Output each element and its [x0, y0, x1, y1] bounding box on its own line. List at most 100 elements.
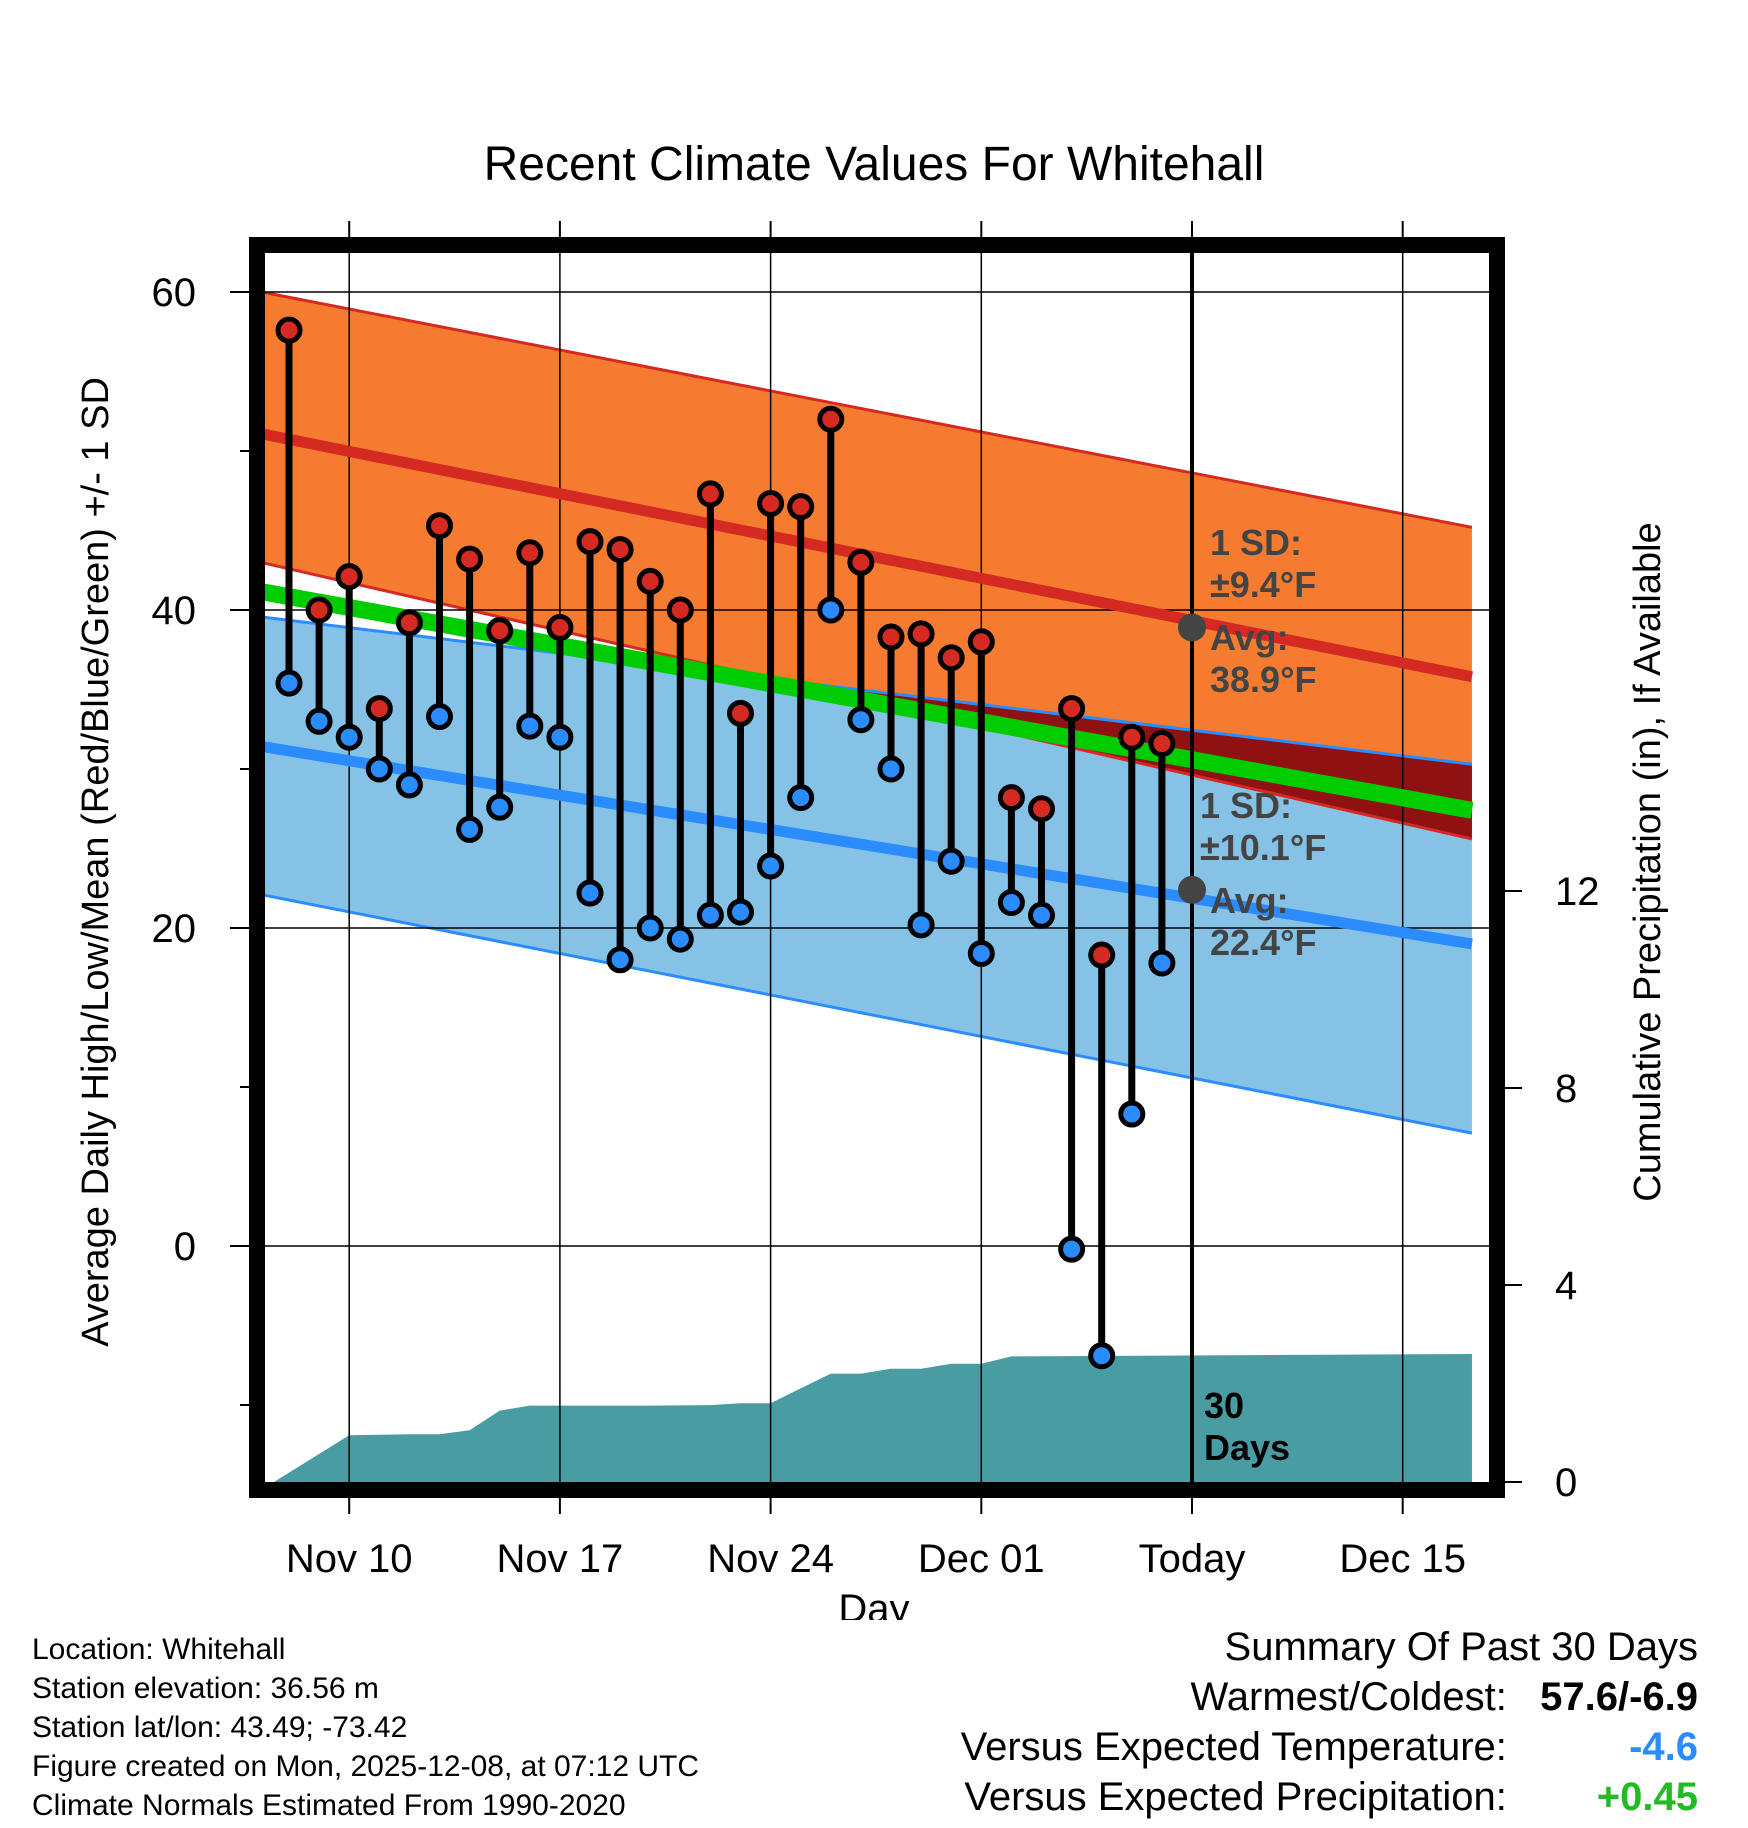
daily-low-point	[636, 914, 664, 942]
low-lower-line	[257, 892, 1473, 1135]
daily-high-point	[456, 545, 484, 573]
plot-content	[257, 245, 1497, 1490]
daily-high-point	[877, 623, 905, 651]
y-axis-label: Average Daily High/Low/Mean (Red/Blue/Gr…	[75, 377, 117, 1347]
daily-high-point	[335, 563, 363, 591]
low-sd-value: ±10.1°F	[1200, 827, 1326, 868]
daily-high-point	[305, 596, 333, 624]
high-upper-line	[257, 289, 1473, 529]
daily-low-point	[1148, 949, 1176, 977]
daily-high-point	[817, 405, 845, 433]
y-tick-label: 20	[152, 907, 197, 951]
daily-high-point	[606, 536, 634, 564]
daily-high-point	[997, 784, 1025, 812]
created-text: Figure created on Mon, 2025-12-08, at 07…	[32, 1750, 700, 1783]
daily-low-point	[486, 793, 514, 821]
daily-high-point	[787, 493, 815, 521]
low-sd-label: 1 SD:	[1200, 785, 1292, 826]
x-tick-label: Today	[1139, 1537, 1246, 1581]
x-tick-label: Dec 01	[918, 1537, 1045, 1581]
temp-anomaly-value: -4.6	[1629, 1725, 1698, 1769]
period-number: 30	[1204, 1385, 1244, 1426]
y2-tick-label: 4	[1555, 1264, 1577, 1308]
daily-high-point	[546, 613, 574, 641]
period-unit: Days	[1204, 1427, 1290, 1468]
precip-area	[257, 1353, 1472, 1490]
daily-high-point	[937, 644, 965, 672]
daily-low-point	[426, 703, 453, 731]
daily-low-point	[666, 925, 694, 953]
x-tick-label: Nov 17	[497, 1537, 624, 1581]
precip-anomaly-label: Versus Expected Precipitation:	[964, 1775, 1507, 1819]
daily-high-point	[426, 512, 453, 540]
high-avg-line	[257, 427, 1474, 683]
warmest-coldest-label: Warmest/Coldest:	[1190, 1675, 1507, 1719]
y-tick-label: 0	[174, 1225, 196, 1269]
daily-high-point	[1088, 941, 1116, 969]
daily-low-point	[1088, 1342, 1116, 1370]
daily-low-point	[275, 669, 303, 697]
station-info: Location: Whitehall Station elevation: 3…	[32, 1630, 699, 1825]
daily-low-point	[1118, 1100, 1146, 1128]
daily-low-point	[907, 911, 935, 939]
daily-high-point	[666, 596, 694, 624]
y-tick-label: 60	[152, 271, 197, 315]
today-high-avg-dot	[1178, 613, 1206, 642]
warmest-coldest-value: 57.6/-6.9	[1540, 1675, 1698, 1719]
climate-chart: Recent Climate Values For Whitehall 1 SD…	[75, 138, 1669, 1620]
daily-low-point	[696, 901, 724, 929]
daily-low-point	[817, 596, 845, 624]
y-tick-label: 40	[152, 589, 197, 633]
daily-high-point	[275, 316, 303, 344]
daily-high-point	[757, 489, 785, 517]
daily-high-point	[576, 528, 604, 556]
daily-high-point	[395, 609, 423, 637]
high-sd-label: 1 SD:	[1210, 522, 1302, 563]
daily-low-point	[395, 771, 423, 799]
latlon-text: Station lat/lon: 43.49; -73.42	[32, 1711, 408, 1744]
daily-high-point	[486, 617, 514, 645]
chart-title: Recent Climate Values For Whitehall	[484, 138, 1265, 191]
daily-high-point	[636, 567, 664, 595]
temp-anomaly-label: Versus Expected Temperature:	[960, 1725, 1507, 1769]
daily-low-point	[847, 706, 875, 734]
precip-anomaly-value: +0.45	[1596, 1775, 1698, 1819]
x-tick-label: Nov 24	[707, 1537, 834, 1581]
daily-low-point	[516, 712, 544, 740]
high-avg-value: 38.9°F	[1210, 659, 1316, 700]
daily-high-point	[967, 628, 995, 656]
x-axis-label: Day	[838, 1587, 909, 1620]
summary-temperature: Versus Expected Temperature: -4.6	[961, 1722, 1698, 1772]
daily-low-point	[546, 723, 574, 751]
daily-low-point	[937, 847, 965, 875]
daily-high-point	[1058, 695, 1086, 723]
daily-low-point	[1028, 901, 1055, 929]
x-tick-label: Nov 10	[286, 1537, 413, 1581]
summary-precipitation: Versus Expected Precipitation: +0.45	[961, 1772, 1698, 1822]
daily-low-point	[365, 755, 393, 783]
summary-panel: Summary Of Past 30 Days Warmest/Coldest:…	[961, 1622, 1698, 1822]
low-avg-label: Avg:	[1210, 880, 1289, 921]
y2-tick-label: 0	[1555, 1461, 1577, 1505]
summary-title: Summary Of Past 30 Days	[1224, 1625, 1698, 1669]
plot-frame	[249, 237, 1505, 1498]
daily-low-point	[456, 815, 484, 843]
daily-low-point	[967, 939, 995, 967]
today-low-avg-dot	[1178, 875, 1206, 904]
y2-axis-label: Cumulative Precipitation (in), If Availa…	[1627, 522, 1669, 1201]
daily-high-point	[1118, 723, 1146, 751]
daily-low-point	[606, 946, 634, 974]
elevation-text: Station elevation: 36.56 m	[32, 1672, 379, 1705]
daily-high-point	[696, 480, 724, 508]
daily-low-point	[576, 879, 604, 907]
location-text: Location: Whitehall	[32, 1633, 286, 1666]
daily-high-point	[516, 539, 544, 567]
daily-low-point	[1058, 1235, 1086, 1263]
low-avg-value: 22.4°F	[1210, 922, 1316, 963]
daily-low-point	[305, 707, 333, 735]
daily-low-point	[335, 723, 363, 751]
daily-low-point	[787, 784, 815, 812]
normals-text: Climate Normals Estimated From 1990-2020	[32, 1789, 626, 1822]
high-sd-value: ±9.4°F	[1210, 564, 1316, 605]
